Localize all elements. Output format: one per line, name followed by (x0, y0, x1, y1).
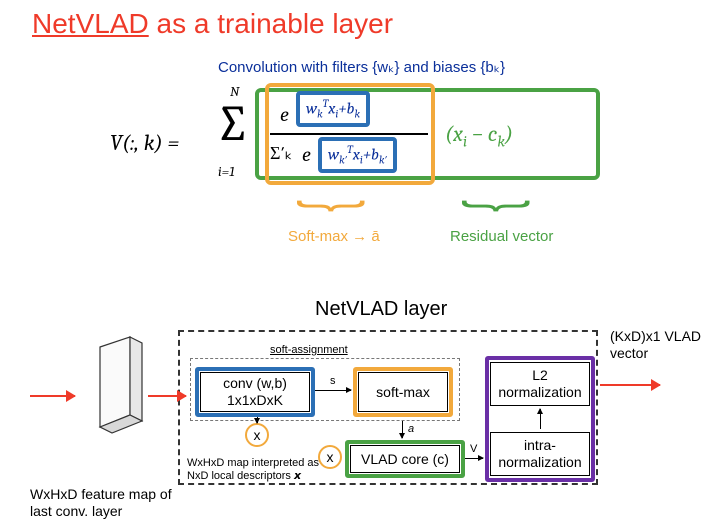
eq-residual: (xi − ck) (445, 121, 513, 150)
softmax-brace-label: Soft-max → ā (288, 228, 380, 245)
vlad-outline (345, 440, 465, 478)
wxhd-interp: WxHxD map interpreted as NxD local descr… (187, 457, 327, 482)
brace-softmax: } (294, 200, 378, 212)
wxhd-map: WxHxD feature map of last conv. layer (30, 486, 190, 520)
x-node-2-label: x (327, 449, 334, 465)
eq-sigma: ∑ (215, 95, 250, 153)
eq-sigma-i: i=1 (218, 163, 235, 180)
label-V: V (470, 443, 477, 455)
title-rest: as a trainable layer (149, 8, 393, 39)
arr-x-down (257, 417, 258, 423)
arr-softmax-down (402, 421, 403, 438)
output-label: (KxD)x1 VLAD vector (610, 328, 705, 362)
title-netvlad: NetVLAD (32, 8, 149, 39)
residual-brace-label: Residual vector (450, 228, 553, 245)
eq-exp-top: wkTxi+bk (296, 91, 370, 127)
eq-fraction-line (270, 133, 428, 135)
layer-title: NetVLAD layer (315, 298, 447, 321)
eq-exp-bot: wk′Txi+bk′ (318, 137, 397, 173)
arr-vlad-intra (465, 458, 483, 459)
x-node-1: x (245, 423, 269, 447)
conv-caption: Convolution with filters {wₖ} and biases… (218, 58, 505, 76)
soft-assignment-label: soft-assignment (270, 344, 348, 356)
eq-e2: e (302, 143, 311, 166)
arrow-in-2 (148, 395, 186, 397)
label-s: s (330, 375, 336, 387)
brace-residual: } (459, 200, 543, 212)
x-node-1-label: x (254, 427, 261, 443)
arr-conv-softmax (315, 390, 351, 391)
arrow-out (600, 384, 660, 386)
arr-intra-l2 (540, 409, 541, 429)
feature-map-slab (85, 335, 155, 445)
arrow-in-1 (30, 395, 75, 397)
slide-title: NetVLAD as a trainable layer (32, 8, 393, 40)
eq-lhs: V(:, k) = (110, 130, 179, 156)
label-a: a (408, 423, 414, 435)
eq-sumk: Σ′ₖ (270, 143, 292, 164)
equation-area: V(:, k) = N ∑ i=1 e wkTxi+bk Σ′ₖ e wk′Tx… (110, 85, 640, 215)
eq-e1: e (280, 103, 289, 126)
